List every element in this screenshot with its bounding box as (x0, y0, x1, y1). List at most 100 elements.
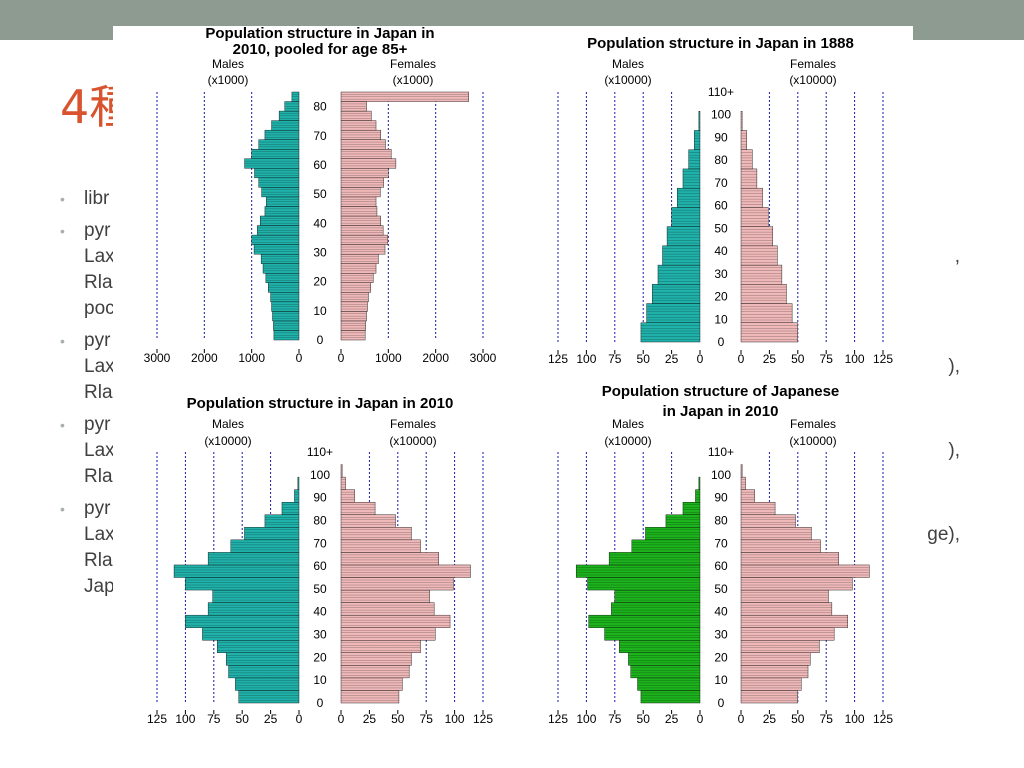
male-bar (619, 640, 701, 654)
male-x-tick-label: 50 (637, 352, 651, 366)
age-tick-label: 30 (313, 245, 327, 259)
female-bar (340, 690, 400, 704)
female-bar (340, 464, 343, 478)
age-tick-label: 90 (714, 491, 728, 505)
chart-title: 2010, pooled for age 85+ (233, 41, 408, 58)
male-x-tick-label: 25 (264, 712, 278, 726)
male-bar (235, 677, 300, 691)
chart-title: Population structure of Japanese (602, 383, 840, 400)
female-x-tick-label: 75 (820, 712, 834, 726)
male-bar (637, 677, 701, 691)
bullet-line: Lax, (84, 244, 960, 270)
age-tick-label: 60 (313, 559, 327, 573)
male-bar (631, 539, 701, 553)
female-bar (340, 476, 346, 490)
age-tick-label: 0 (317, 333, 324, 347)
age-tick-label: 80 (714, 153, 728, 167)
male-bar (226, 652, 300, 666)
bullet-dot-icon: • (60, 333, 65, 349)
female-bar (340, 640, 421, 654)
male-bar (694, 130, 701, 150)
age-tick-label: 90 (714, 130, 728, 144)
bullet-dot-icon: • (60, 417, 65, 433)
male-bar (281, 502, 300, 515)
age-tick-label: 40 (313, 605, 327, 619)
chart-panel: Population structure in Japan in 2010, po… (113, 26, 913, 734)
chart-title: Population structure in Japan in (205, 26, 434, 42)
female-bar (740, 502, 776, 515)
female-x-tick-label: 25 (363, 712, 377, 726)
bullet-line: pyr (84, 330, 111, 351)
bullet-line: Rla (84, 272, 113, 293)
bullet-item: • libr (60, 186, 960, 212)
female-bar (340, 627, 436, 641)
chart-title: Population structure in Japan in 2010 (187, 395, 454, 412)
female-axis-label: (x10000) (389, 434, 436, 448)
female-x-tick-label: 100 (845, 352, 865, 366)
female-x-tick-label: 0 (338, 351, 345, 365)
age-tick-label: 10 (313, 304, 327, 318)
female-x-tick-label: 0 (738, 352, 745, 366)
male-bar (698, 111, 701, 131)
bullet-dot-icon: • (60, 191, 65, 207)
female-bar (740, 690, 798, 704)
male-bar (217, 640, 300, 654)
female-axis-label: (x10000) (789, 73, 836, 87)
female-x-tick-label: 125 (473, 712, 493, 726)
age-tick-label: 80 (313, 100, 327, 114)
female-bar (340, 602, 435, 616)
bullet-line: Lax ge), (84, 522, 960, 548)
male-bar (665, 514, 701, 528)
age-tick-label: 40 (313, 216, 327, 230)
female-x-tick-label: 50 (791, 712, 805, 726)
female-bar (740, 652, 811, 666)
female-bar (740, 489, 755, 503)
female-x-tick-label: 50 (391, 712, 405, 726)
male-x-tick-label: 125 (548, 352, 568, 366)
age-tick-label: 80 (714, 513, 728, 527)
chart-title: Population structure in Japan in 1888 (587, 35, 854, 52)
age-tick-label: 70 (714, 536, 728, 550)
bullet-tail: ge), (927, 524, 960, 545)
bullet-list: • libr • pyr Lax, Rla poc • pyr Lax), Rla • pyr Lax),… (60, 186, 960, 606)
female-bar (740, 111, 743, 131)
male-bar (294, 489, 300, 503)
female-bar (740, 476, 746, 490)
age-tick-label: 10 (313, 673, 327, 687)
female-bar (340, 589, 430, 603)
female-bar (340, 527, 412, 541)
male-bar (640, 690, 701, 704)
male-x-tick-label: 100 (576, 712, 596, 726)
bullet-item: • pyr Lax ge), Rla Jap (60, 496, 960, 600)
male-x-tick-label: 75 (207, 712, 221, 726)
female-axis-label: (x1000) (393, 73, 434, 87)
male-x-tick-label: 75 (608, 712, 622, 726)
female-bar (340, 564, 471, 578)
male-bar (587, 577, 701, 591)
male-bar (588, 614, 701, 628)
male-x-tick-label: 2000 (191, 351, 218, 365)
male-bar (608, 552, 701, 566)
age-tick-label: 10 (714, 673, 728, 687)
male-x-tick-label: 0 (697, 352, 704, 366)
bullet-line: Rla (84, 382, 113, 403)
male-bar (611, 602, 701, 616)
female-x-tick-label: 2000 (422, 351, 449, 365)
male-bar (212, 589, 300, 603)
male-x-tick-label: 1000 (238, 351, 265, 365)
female-bar (740, 527, 812, 541)
male-axis-label: Males (212, 417, 244, 431)
female-axis-label: Females (390, 417, 436, 431)
female-x-tick-label: 50 (791, 352, 805, 366)
age-tick-label: 110+ (708, 445, 734, 459)
male-x-tick-label: 0 (296, 712, 303, 726)
age-tick-label: 40 (714, 605, 728, 619)
male-x-tick-label: 25 (665, 712, 679, 726)
age-tick-label: 70 (313, 536, 327, 550)
male-x-tick-label: 100 (175, 712, 195, 726)
bullet-tail: ), (948, 440, 960, 461)
bullet-dot-icon: • (60, 501, 65, 517)
female-axis-label: Females (790, 417, 836, 431)
bullet-line: Rla (84, 466, 113, 487)
female-x-tick-label: 75 (820, 352, 834, 366)
